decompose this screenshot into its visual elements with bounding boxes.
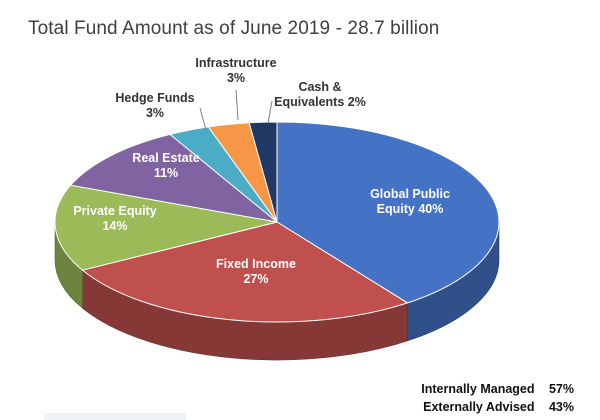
summary-internal-label: Internally Managed: [421, 382, 535, 396]
slice-global-public-equity: [276, 121, 500, 304]
slice-fixed-income: [81, 221, 408, 323]
summary-external-label: Externally Advised: [423, 400, 535, 414]
slice-label-line: Global Public: [370, 187, 450, 201]
slice-label-private-equity: Private Equity 14%: [73, 204, 156, 233]
slice-label-line: Infrastructure: [195, 56, 276, 70]
slice-label-line: 27%: [243, 272, 268, 286]
slice-label-line: Fixed Income: [216, 257, 296, 271]
leader-line-hedge-funds: [199, 107, 207, 131]
slice-label-line: Private Equity: [73, 204, 156, 218]
slice-real-estate: [70, 133, 278, 223]
slice-labels: Global Public Equity 40% Fixed Income 27% Pr…: [73, 56, 450, 286]
slice-label-hedge-funds: Hedge Funds 3%: [115, 91, 194, 120]
slice-label-line: Cash &: [298, 80, 341, 94]
pie-slices: [54, 121, 500, 323]
slice-label-line: Equivalents 2%: [274, 95, 366, 109]
slice-label-line: 14%: [102, 219, 127, 233]
slice-private-equity: [54, 184, 278, 271]
slice-label-line: 11%: [154, 166, 178, 180]
slice-label-line: 3%: [227, 71, 245, 85]
leader-lines: [199, 89, 273, 131]
slice-label-line: Hedge Funds: [115, 91, 194, 105]
leader-line-infrastructure: [235, 89, 239, 121]
bottom-strip: [44, 413, 186, 420]
slice-label-fixed-income: Fixed Income 27%: [216, 257, 296, 286]
slice-cash-equivalents: [248, 121, 278, 223]
summary-internal-pct: 57%: [548, 382, 574, 396]
slice-label-global-public-equity: Global Public Equity 40%: [370, 187, 450, 216]
slice-label-line: Equity 40%: [377, 202, 444, 216]
summary-externally-advised: Externally Advised 43%: [423, 400, 574, 414]
leader-line-cash-equivalents: [267, 100, 273, 124]
slice-label-line: 3%: [146, 106, 164, 120]
slice-label-real-estate: Real Estate 11%: [132, 151, 199, 180]
slice-label-cash-equivalents: Cash & Equivalents 2%: [274, 80, 366, 109]
summary-internally-managed: Internally Managed 57%: [421, 382, 574, 396]
summary-external-pct: 43%: [548, 400, 574, 414]
chart-title: Total Fund Amount as of June 2019 - 28.7…: [28, 18, 440, 39]
slice-label-line: Real Estate: [132, 151, 199, 165]
slice-label-infrastructure: Infrastructure 3%: [195, 56, 276, 85]
